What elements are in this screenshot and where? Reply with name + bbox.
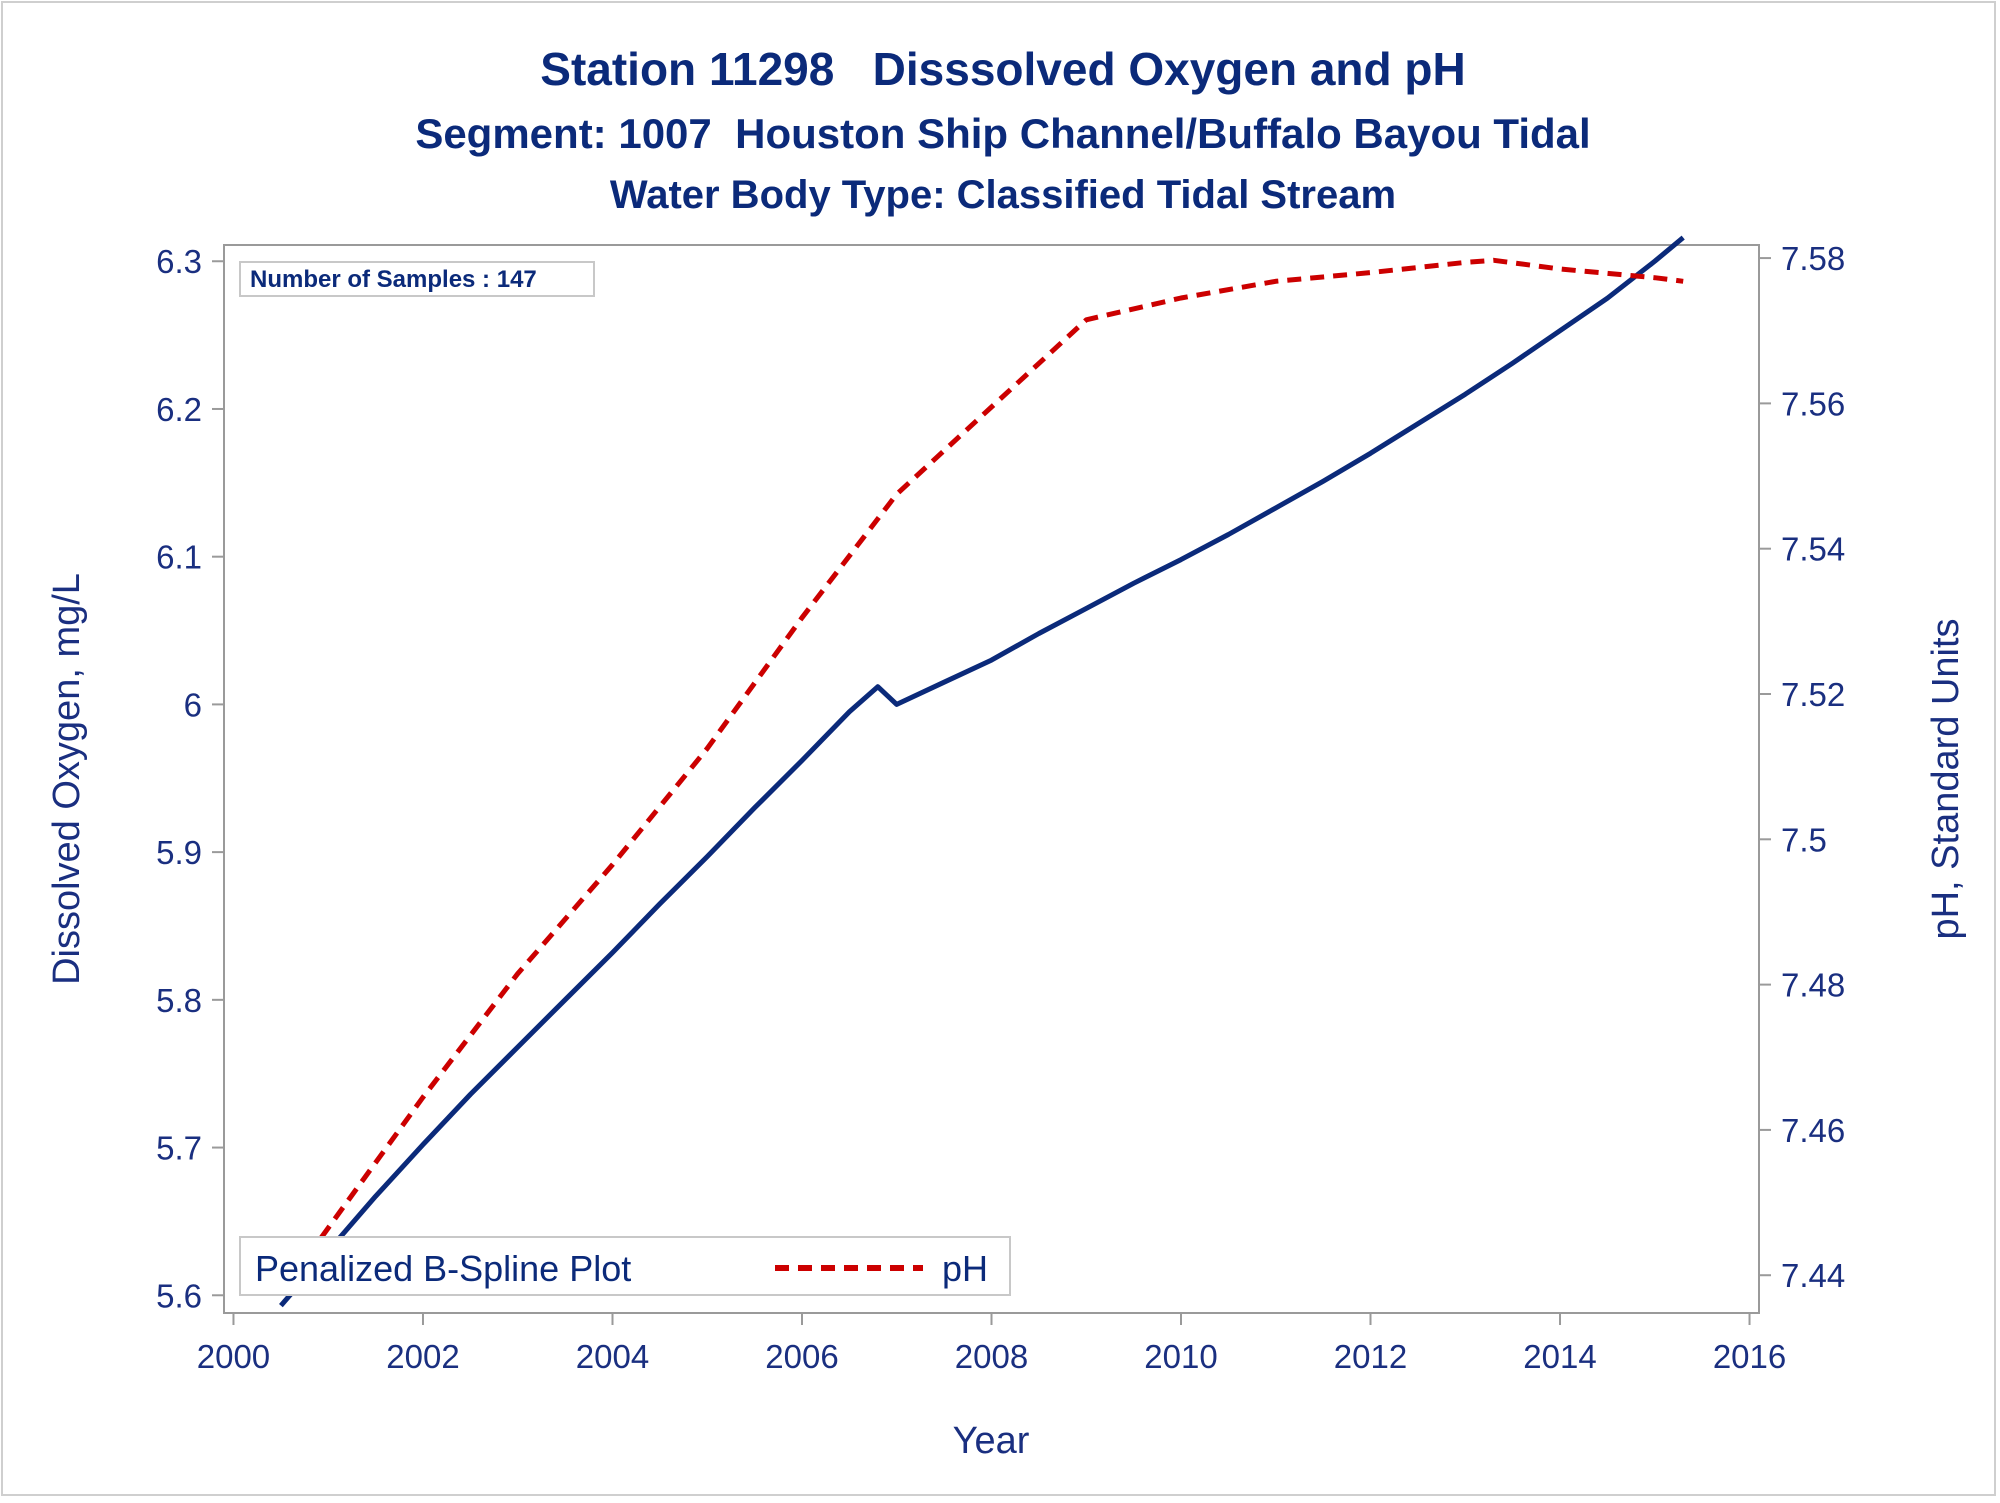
dissolved-oxygen-series-line [279, 235, 1685, 1308]
x-tick-label: 2016 [1713, 1338, 1786, 1375]
x-tick-label: 2004 [576, 1338, 649, 1375]
x-tick-label: 2006 [765, 1338, 838, 1375]
y-axis-left-label: Dissolved Oxygen, mg/L [46, 573, 88, 985]
y-right-tick-label: 7.46 [1781, 1112, 1845, 1149]
y-left-tick-label: 6.1 [156, 539, 202, 576]
x-tick-label: 2002 [386, 1338, 459, 1375]
y-axis-left: 5.6 5.7 5.8 5.9 6 6.1 6.2 6.3 [156, 243, 224, 1314]
chart-subtitle-water-body: Water Body Type: Classified Tidal Stream [610, 173, 1396, 217]
sample-count-box [239, 261, 595, 297]
legend-box [239, 1236, 1011, 1296]
series-layer [278, 235, 1685, 1308]
y-left-tick-label: 6.2 [156, 391, 202, 428]
y-right-tick-label: 7.5 [1781, 821, 1827, 858]
y-left-tick-label: 6 [184, 686, 202, 723]
x-tick-label: 2000 [197, 1338, 270, 1375]
y-left-tick-label: 6.3 [156, 243, 202, 280]
y-right-tick-label: 7.58 [1781, 240, 1845, 277]
y-right-tick-label: 7.44 [1781, 1257, 1845, 1294]
y-left-tick-label: 5.8 [156, 982, 202, 1019]
legend-entry-ph: pH [942, 1248, 988, 1289]
y-left-tick-label: 5.7 [156, 1130, 202, 1167]
y-right-tick-label: 7.52 [1781, 676, 1845, 713]
ph-series-line [278, 257, 1684, 1295]
chart-subtitle-segment: Segment: 1007 Houston Ship Channel/Buffa… [415, 110, 1590, 157]
y-axis-right: 7.44 7.46 7.48 7.5 7.52 7.54 7.56 7.58 [1759, 240, 1845, 1294]
x-axis-label: Year [953, 1420, 1030, 1462]
y-right-tick-label: 7.54 [1781, 531, 1845, 568]
y-right-tick-label: 7.48 [1781, 967, 1845, 1004]
y-left-tick-label: 5.9 [156, 834, 202, 871]
chart-svg: Station 11298 Disssolved Oxygen and pH S… [46, 43, 1967, 1462]
y-right-tick-label: 7.56 [1781, 385, 1845, 422]
y-left-tick-label: 5.6 [156, 1277, 202, 1314]
x-tick-label: 2014 [1523, 1338, 1596, 1375]
x-axis: 2000 2002 2004 2006 2008 2010 2012 2014 2016 [197, 1313, 1786, 1375]
chart-title: Station 11298 Disssolved Oxygen and pH [540, 43, 1465, 95]
y-axis-right-label: pH, Standard Units [1925, 618, 1967, 939]
x-tick-label: 2008 [955, 1338, 1028, 1375]
x-tick-label: 2012 [1334, 1338, 1407, 1375]
sample-count-label: Number of Samples : 147 [250, 266, 537, 293]
legend-title: Penalized B-Spline Plot [255, 1248, 631, 1289]
x-tick-label: 2010 [1144, 1338, 1217, 1375]
